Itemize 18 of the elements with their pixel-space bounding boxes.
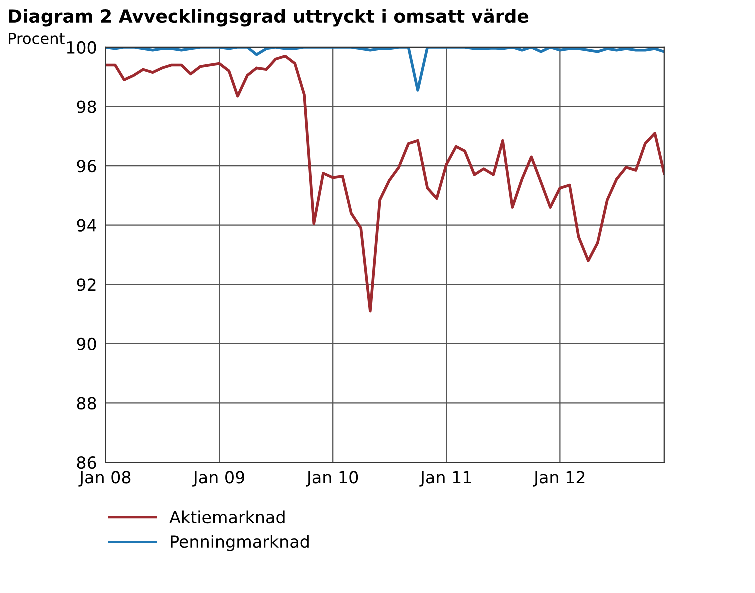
y-tick-label: 86 bbox=[77, 456, 96, 470]
x-tick-label: Jan 10 bbox=[306, 471, 358, 487]
y-tick-label: 92 bbox=[77, 278, 96, 292]
y-tick-label: 98 bbox=[77, 100, 96, 114]
line-series bbox=[106, 54, 664, 313]
y-tick-label: 94 bbox=[77, 219, 96, 232]
x-tick-label: Jan 11 bbox=[420, 471, 472, 487]
y-axis-title: Procent bbox=[9, 33, 65, 44]
legend-label: Aktiemarknad bbox=[170, 510, 285, 524]
legend-label: Penningmarknad bbox=[171, 535, 309, 552]
y-tick-label: 96 bbox=[77, 160, 96, 173]
x-tick-label: Jan 08 bbox=[78, 471, 131, 487]
y-tick-label: 100 bbox=[67, 41, 96, 54]
y-tick-label: 88 bbox=[77, 397, 96, 410]
y-tick-label: 90 bbox=[77, 338, 96, 351]
x-tick-label: Jan 09 bbox=[192, 471, 244, 487]
chart-title: Diagram 2 Avvecklingsgrad uttryckt i omsatt värde bbox=[9, 8, 529, 27]
x-tick-label: Jan 12 bbox=[533, 471, 585, 487]
